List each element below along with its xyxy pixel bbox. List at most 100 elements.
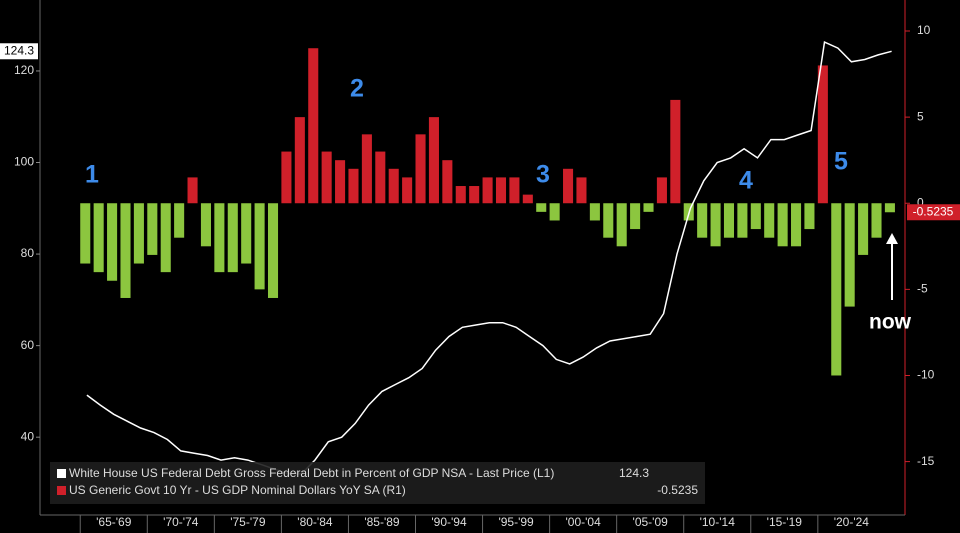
y-tick-label: 120 — [14, 63, 34, 77]
last-value-label: 124.3 — [4, 43, 34, 57]
bar — [361, 134, 372, 204]
bar — [200, 203, 211, 247]
bar — [402, 177, 413, 204]
x-tick-label: '70-'74 — [163, 515, 199, 529]
bar — [80, 203, 91, 264]
y2-tick-label: 10 — [917, 23, 931, 37]
line — [86, 41, 892, 475]
bar — [455, 186, 466, 204]
bar — [294, 117, 305, 204]
legend-box — [50, 462, 705, 504]
bar — [723, 203, 735, 238]
bar — [670, 99, 681, 204]
annotation: 2 — [350, 75, 364, 103]
bar — [482, 177, 493, 204]
y-tick-label: 80 — [21, 246, 35, 260]
bar — [93, 203, 104, 273]
bar — [589, 203, 600, 221]
x-tick-label: '90-'94 — [431, 515, 467, 529]
bar — [375, 151, 386, 204]
bar — [254, 203, 265, 290]
annotation: 3 — [536, 161, 550, 189]
y2-tick-label: -5 — [917, 282, 928, 296]
bar — [495, 177, 507, 204]
last-value-label: -0.5235 — [913, 204, 954, 218]
bar — [616, 203, 627, 247]
bar — [697, 203, 708, 238]
x-tick-label: '80-'84 — [297, 515, 333, 529]
y2-tick-label: 5 — [917, 109, 924, 123]
bar — [214, 203, 225, 273]
bar — [750, 203, 761, 230]
annotation: now — [869, 311, 912, 334]
bar — [321, 151, 332, 204]
bar — [335, 160, 346, 204]
bar — [858, 203, 869, 255]
bar — [281, 151, 292, 204]
bar — [442, 160, 453, 204]
bar — [160, 203, 171, 273]
last-value-tag — [907, 204, 960, 221]
bar — [227, 203, 238, 273]
x-tick-label: '00-'04 — [565, 515, 601, 529]
bar — [630, 203, 641, 230]
bar — [147, 203, 158, 255]
bar — [469, 186, 480, 204]
x-tick-label: '75-'79 — [230, 515, 266, 529]
legend-label: White House US Federal Debt Gross Federa… — [69, 466, 554, 480]
bar — [549, 203, 560, 221]
bar — [536, 203, 547, 212]
bar — [884, 203, 895, 213]
x-tick-label: '20-'24 — [834, 515, 870, 529]
bar — [817, 65, 828, 204]
annotation: 4 — [739, 167, 753, 195]
y-tick-label: 100 — [14, 155, 34, 169]
bar — [174, 203, 185, 238]
legend-swatch — [57, 469, 66, 478]
x-tick-label: '85-'89 — [364, 515, 400, 529]
x-tick-label: '65-'69 — [96, 515, 132, 529]
bar — [643, 203, 654, 212]
bar — [871, 203, 882, 238]
bar — [267, 203, 279, 298]
bar — [509, 177, 520, 204]
y-tick-label: 60 — [21, 338, 35, 352]
bar — [777, 203, 788, 247]
bar — [308, 48, 319, 204]
bar — [428, 117, 439, 204]
legend-value: -0.5235 — [657, 483, 698, 497]
x-tick-label: '15-'19 — [767, 515, 803, 529]
bar — [603, 203, 614, 238]
bar — [415, 134, 426, 204]
x-tick-label: '95-'99 — [498, 515, 534, 529]
x-tick-label: '05-'09 — [633, 515, 669, 529]
y2-tick-label: -15 — [917, 454, 935, 468]
y-tick-label: 40 — [21, 429, 35, 443]
annotation: 1 — [85, 161, 99, 189]
x-tick-label: '10-'14 — [700, 515, 736, 529]
last-value-tag — [0, 43, 38, 60]
y2-tick-label: 0 — [917, 195, 924, 209]
bar — [791, 203, 802, 247]
bar — [656, 177, 667, 204]
bar — [831, 203, 842, 376]
bar — [522, 194, 533, 204]
bar — [710, 203, 721, 247]
legend-label: US Generic Govt 10 Yr - US GDP Nominal D… — [69, 483, 406, 497]
bar — [804, 203, 815, 230]
bar — [576, 177, 587, 204]
annotation: 5 — [834, 148, 848, 176]
y2-tick-label: -10 — [917, 368, 935, 382]
bar — [737, 203, 748, 238]
legend-swatch — [57, 486, 66, 495]
bar — [388, 168, 399, 204]
bar — [133, 203, 144, 264]
legend-value: 124.3 — [619, 466, 649, 480]
bar — [107, 203, 118, 281]
bar — [348, 168, 359, 204]
bar — [187, 177, 198, 204]
now-arrow-head — [886, 233, 898, 244]
bar — [764, 203, 775, 238]
